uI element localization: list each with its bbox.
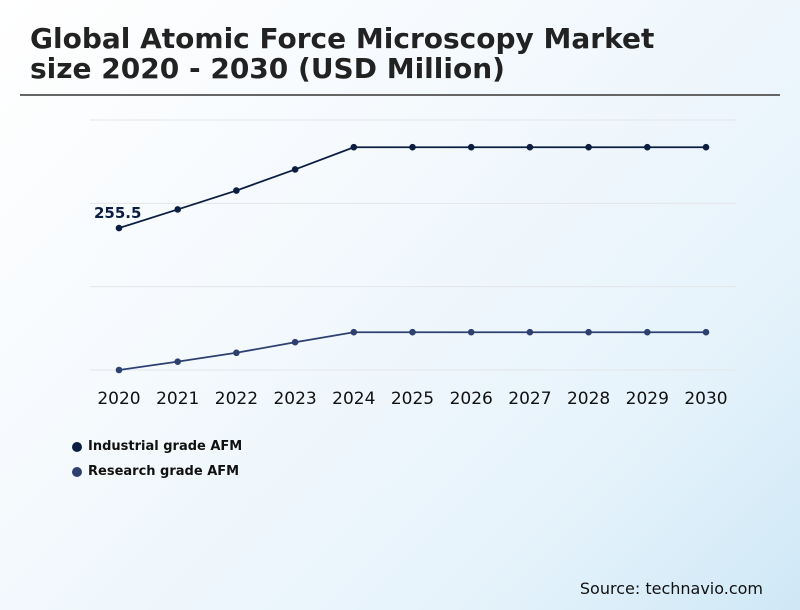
x-tick-label-2020: 2020 — [97, 389, 140, 409]
data-point-s1-2027 — [526, 328, 534, 336]
data-point-s0-2028 — [585, 143, 592, 151]
data-point-s1-2020 — [115, 366, 123, 374]
data-point-s0-2021 — [174, 206, 181, 213]
chart-title-line-1: Global Atomic Force Microscopy Market — [30, 22, 655, 55]
legend-dot-industrial — [72, 441, 82, 452]
source-credit: Source: technavio.com — [579, 579, 763, 598]
data-point-s1-2021 — [174, 358, 181, 365]
x-tick-label-2024: 2024 — [332, 389, 375, 409]
data-point-s0-2026 — [467, 143, 475, 151]
data-point-s1-2029 — [644, 328, 651, 336]
legend-item-research[interactable]: Research grade AFM — [72, 459, 242, 484]
data-point-s0-2027 — [526, 143, 534, 151]
data-point-s0-2020 — [115, 224, 123, 232]
series-line-0 — [118, 146, 706, 229]
x-tick-label-2030: 2030 — [684, 389, 727, 409]
data-point-s0-2024 — [350, 143, 358, 151]
data-point-s0-2029 — [644, 143, 651, 151]
data-point-s1-2026 — [467, 328, 475, 336]
x-tick-label-2021: 2021 — [156, 389, 199, 409]
chart-title: Global Atomic Force Microscopy Market si… — [30, 24, 730, 84]
data-point-s1-2025 — [409, 328, 416, 336]
legend-label-research: Research grade AFM — [88, 464, 240, 479]
x-tick-label-2026: 2026 — [450, 389, 493, 409]
data-point-s0-2022 — [233, 187, 240, 194]
data-label-0: 255.5 — [94, 204, 141, 222]
chart-title-line-2: size 2020 - 2030 (USD Million) — [30, 52, 505, 85]
legend-item-industrial[interactable]: Industrial grade AFM — [72, 434, 242, 459]
series-line-1 — [118, 331, 706, 371]
title-divider — [20, 94, 780, 96]
data-point-s1-2023 — [291, 338, 299, 346]
legend-label-industrial: Industrial grade AFM — [88, 439, 243, 454]
x-tick-label-2029: 2029 — [626, 389, 669, 409]
data-point-s1-2030 — [702, 328, 710, 336]
x-tick-label-2025: 2025 — [391, 389, 434, 409]
x-tick-label-2027: 2027 — [508, 389, 551, 409]
x-tick-label-2022: 2022 — [215, 389, 258, 409]
chart-legend: Industrial grade AFM Research grade AFM — [72, 434, 242, 484]
x-tick-label-2028: 2028 — [567, 389, 610, 409]
data-point-s1-2028 — [585, 328, 592, 336]
x-tick-label-2023: 2023 — [273, 389, 316, 409]
data-point-s0-2025 — [409, 143, 416, 151]
data-point-s0-2023 — [291, 166, 299, 173]
data-point-s1-2022 — [233, 349, 240, 357]
legend-dot-research — [72, 466, 82, 477]
data-point-s1-2024 — [350, 328, 358, 336]
data-point-s0-2030 — [702, 143, 710, 151]
